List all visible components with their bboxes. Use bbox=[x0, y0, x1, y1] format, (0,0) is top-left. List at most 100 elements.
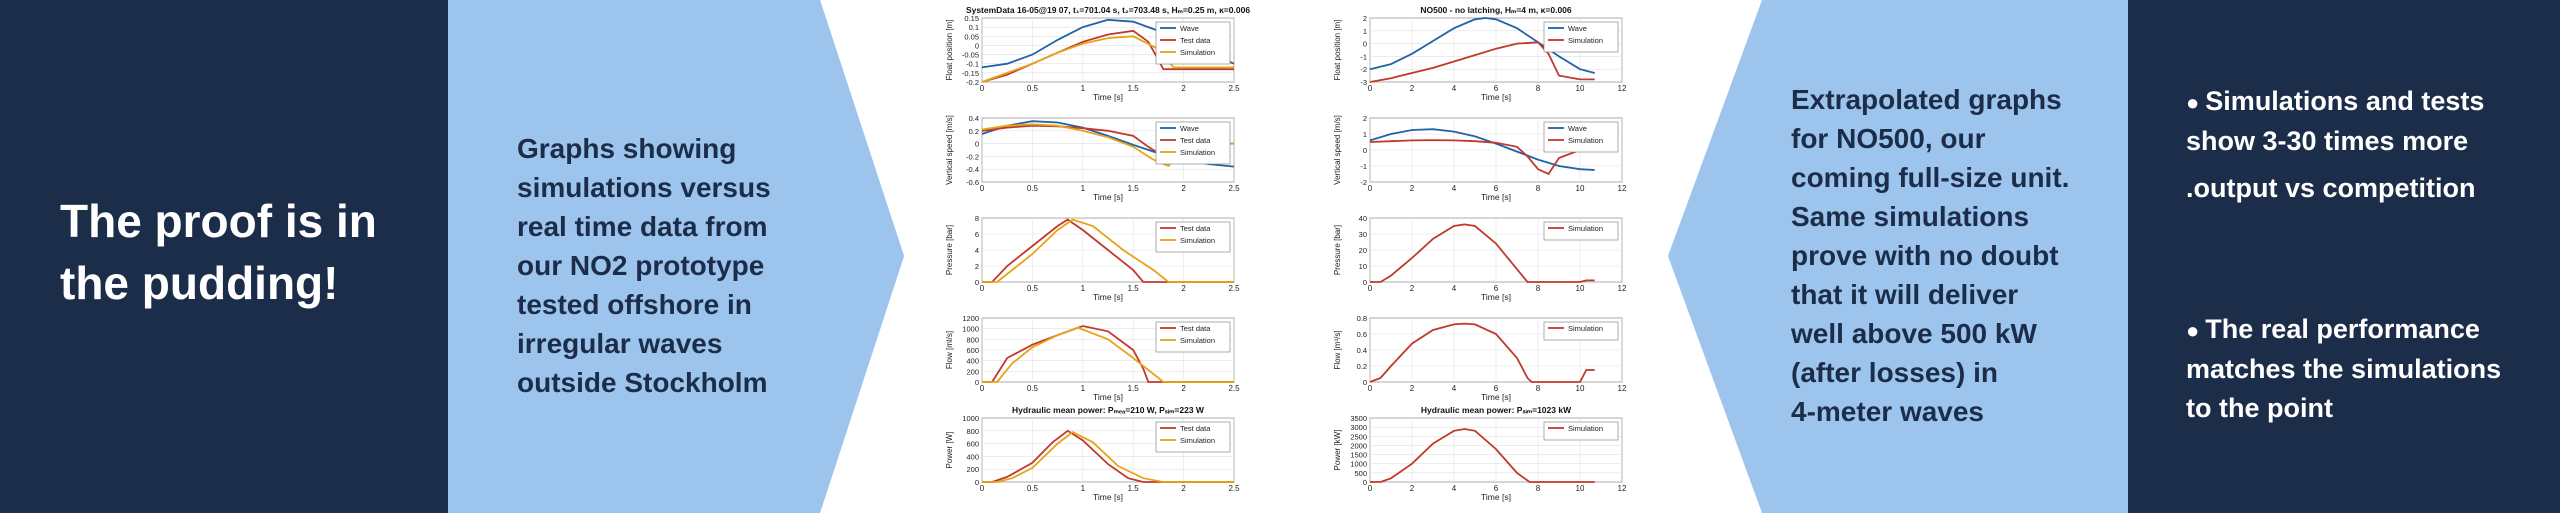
y-tick-label: -0.4 bbox=[966, 165, 979, 174]
legend-box bbox=[1155, 21, 1231, 65]
y-tick-label: 0.2 bbox=[1357, 362, 1367, 371]
y-tick-label: -0.05 bbox=[962, 51, 979, 60]
legend-entry: Simulation bbox=[1568, 36, 1603, 45]
x-tick-label: 4 bbox=[1452, 484, 1457, 493]
x-tick-label: 0 bbox=[980, 384, 985, 393]
series-line bbox=[1370, 223, 1595, 283]
x-tick-label: 0.5 bbox=[1027, 284, 1039, 293]
legend: Test data Simulation bbox=[1155, 421, 1231, 453]
y-tick-label: 0 bbox=[1363, 378, 1367, 387]
right-panel bbox=[2128, 0, 2560, 513]
x-tick-label: 1.5 bbox=[1128, 384, 1140, 393]
x-tick-label: 6 bbox=[1494, 184, 1499, 193]
legend-entry: Wave bbox=[1568, 24, 1587, 33]
x-tick-label: 12 bbox=[1618, 184, 1627, 193]
y-tick-label: 0.4 bbox=[969, 114, 979, 123]
series-line bbox=[982, 326, 1234, 383]
legend-entry: Simulation bbox=[1568, 224, 1603, 233]
y-tick-label: 0 bbox=[1363, 278, 1367, 287]
legend-entry: Simulation bbox=[1568, 136, 1603, 145]
x-axis-label: Time [s] bbox=[1093, 92, 1123, 102]
x-tick-label: 1.5 bbox=[1128, 184, 1140, 193]
y-axis-label: Power [kW] bbox=[1333, 430, 1342, 471]
x-tick-label: 2 bbox=[1181, 484, 1186, 493]
left-desc-line: our NO2 prototype bbox=[517, 250, 765, 281]
left-desc-line: irregular waves bbox=[517, 328, 723, 359]
y-tick-label: 0 bbox=[975, 41, 979, 50]
x-tick-label: 8 bbox=[1536, 384, 1541, 393]
legend: Wave Simulation bbox=[1543, 21, 1619, 53]
right-desc-line: (after losses) in bbox=[1791, 357, 1998, 388]
legend-entry: Simulation bbox=[1180, 236, 1215, 245]
x-tick-label: 4 bbox=[1452, 184, 1457, 193]
x-axis-label: Time [s] bbox=[1481, 492, 1511, 502]
y-tick-label: 3500 bbox=[1350, 414, 1367, 423]
y-axis-label: Vertical speed [m/s] bbox=[1333, 115, 1342, 185]
series-line bbox=[1369, 139, 1595, 176]
x-tick-label: 8 bbox=[1536, 484, 1541, 493]
chart-l1: 0 0.5 1 1.5 2 2.5-0.2-0.15-0.1-0.0500.050.10.… bbox=[945, 5, 1250, 102]
bullet-text: .output vs competition bbox=[2186, 173, 2476, 203]
x-tick-label: 12 bbox=[1618, 284, 1627, 293]
legend-entry: Wave bbox=[1568, 124, 1587, 133]
chart-title: Hydraulic mean power: Pₛᵢₘ=1023 kW bbox=[1421, 405, 1572, 415]
headline-line-2: the pudding! bbox=[60, 257, 339, 309]
x-tick-label: 2 bbox=[1410, 284, 1415, 293]
x-tick-label: 4 bbox=[1452, 284, 1457, 293]
y-tick-label: 3000 bbox=[1350, 423, 1367, 432]
y-tick-label: 0 bbox=[975, 378, 979, 387]
headline-line-1: The proof is in bbox=[60, 195, 377, 247]
x-tick-label: 10 bbox=[1576, 184, 1585, 193]
y-tick-label: -0.15 bbox=[962, 69, 979, 78]
legend-entry: Test data bbox=[1180, 424, 1211, 433]
left-desc-line: real time data from bbox=[517, 211, 768, 242]
x-tick-label: 2.5 bbox=[1228, 484, 1240, 493]
series-line bbox=[1369, 322, 1595, 383]
x-tick-label: 0 bbox=[980, 284, 985, 293]
x-tick-label: 6 bbox=[1494, 84, 1499, 93]
legend-box bbox=[1155, 321, 1231, 353]
y-tick-label: 0 bbox=[975, 278, 979, 287]
x-axis-label: Time [s] bbox=[1481, 292, 1511, 302]
x-tick-label: 0 bbox=[980, 484, 985, 493]
legend: Simulation bbox=[1543, 421, 1619, 441]
legend-entry: Test data bbox=[1180, 36, 1211, 45]
y-axis-label: Flow [ml/s] bbox=[945, 331, 954, 369]
y-tick-label: 0 bbox=[1363, 40, 1367, 49]
y-tick-label: 0.15 bbox=[964, 14, 979, 23]
bullet-dot-icon: ● bbox=[2186, 90, 2200, 115]
x-tick-label: 4 bbox=[1452, 84, 1457, 93]
chart-l3: 0 0.5 1 1.5 2 2.5 0 2 4 6 8 Time [s] Pressure [bar] T… bbox=[945, 214, 1240, 302]
legend: Test data Simulation bbox=[1155, 221, 1231, 253]
y-axis-label: Vertical speed [m/s] bbox=[945, 115, 954, 185]
legend: Wave Simulation bbox=[1543, 121, 1619, 153]
x-tick-label: 1 bbox=[1081, 484, 1086, 493]
legend: Wave Test data Simulation bbox=[1155, 121, 1231, 165]
y-tick-label: 600 bbox=[966, 440, 979, 449]
y-tick-label: -2 bbox=[1360, 65, 1367, 74]
bullet-point-1: ● Simulations and tests show 3-30 times m… bbox=[2186, 82, 2546, 208]
right-desc-line: Same simulations bbox=[1791, 201, 2030, 232]
x-axis-label: Time [s] bbox=[1481, 92, 1511, 102]
x-tick-label: 2 bbox=[1181, 284, 1186, 293]
y-tick-label: 1000 bbox=[1350, 460, 1367, 469]
bullet-text: to the point bbox=[2186, 393, 2333, 423]
headline: The proof is in the pudding! bbox=[60, 190, 420, 314]
y-tick-label: 0.2 bbox=[969, 127, 979, 136]
bullet-dot-icon: ● bbox=[2186, 318, 2200, 343]
x-tick-label: 6 bbox=[1494, 384, 1499, 393]
y-tick-label: 4 bbox=[975, 246, 979, 255]
legend: Simulation bbox=[1543, 221, 1619, 241]
legend-box bbox=[1155, 121, 1231, 165]
y-tick-label: -0.2 bbox=[966, 78, 979, 87]
x-tick-label: 2 bbox=[1410, 84, 1415, 93]
y-tick-label: 10 bbox=[1359, 262, 1367, 271]
legend: Test data Simulation bbox=[1155, 321, 1231, 353]
x-tick-label: 4 bbox=[1452, 384, 1457, 393]
x-tick-label: 12 bbox=[1618, 484, 1627, 493]
legend-entry: Simulation bbox=[1180, 436, 1215, 445]
legend-entry: Simulation bbox=[1568, 424, 1603, 433]
x-tick-label: 2 bbox=[1181, 184, 1186, 193]
